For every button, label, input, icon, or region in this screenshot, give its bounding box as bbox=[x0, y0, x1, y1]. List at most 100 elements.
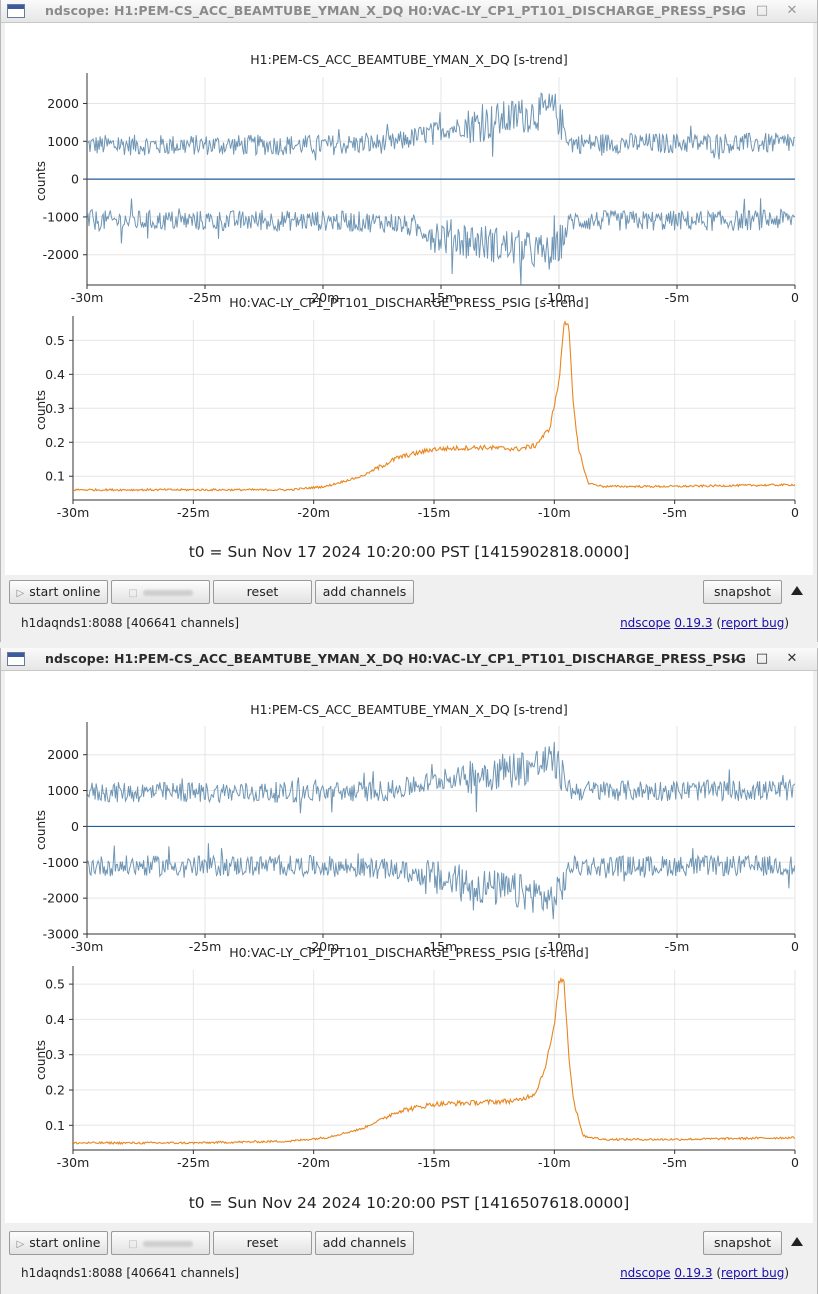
play-icon: ▷ bbox=[16, 588, 25, 599]
y-tick-label: 0.2 bbox=[45, 1083, 65, 1098]
add-channels-button[interactable]: add channels bbox=[315, 580, 414, 604]
add-channels-button[interactable]: add channels bbox=[315, 1231, 414, 1255]
snapshot-button[interactable]: snapshot bbox=[703, 1231, 782, 1255]
y-tick-label: 0.3 bbox=[45, 1047, 65, 1062]
ndscope-window-1: ndscope: H1:PEM-CS_ACC_BEAMTUBE_YMAN_X_D… bbox=[0, 0, 818, 642]
square-icon[interactable]: □ bbox=[755, 651, 769, 666]
stop-icon: □ bbox=[128, 588, 138, 599]
close-icon[interactable]: ✕ bbox=[786, 651, 798, 666]
y-axis-label: counts bbox=[34, 390, 48, 430]
x-tick-label: -30m bbox=[57, 505, 90, 520]
y-tick-label: 0.1 bbox=[45, 469, 65, 484]
version-link[interactable]: 0.19.3 bbox=[674, 616, 713, 630]
t0-label: t0 = Sun Nov 24 2024 10:20:00 PST [14165… bbox=[188, 1194, 630, 1212]
y-tick-label: 0.5 bbox=[45, 333, 65, 348]
status-bar: h1daqnds1:8088 [406641 channels] ndscope… bbox=[1, 1262, 817, 1286]
disabled-button: □ bbox=[111, 1231, 210, 1255]
min-trend-series bbox=[87, 198, 795, 285]
status-bar: h1daqnds1:8088 [406641 channels] ndscope… bbox=[1, 612, 817, 636]
y-tick-label: -2000 bbox=[43, 247, 79, 262]
x-tick-label: 0 bbox=[791, 505, 799, 520]
x-tick-label: -30m bbox=[57, 1155, 90, 1170]
y-axis-label: counts bbox=[34, 161, 48, 201]
version-info: ndscope 0.19.3 (report bug) bbox=[620, 616, 789, 630]
title-bar[interactable]: ndscope: H1:PEM-CS_ACC_BEAMTUBE_YMAN_X_D… bbox=[1, 0, 817, 23]
close-icon[interactable]: ✕ bbox=[786, 3, 798, 18]
server-info: h1daqnds1:8088 [406641 channels] bbox=[21, 1266, 240, 1280]
y-tick-label: 0 bbox=[71, 172, 79, 187]
chevron-down-icon[interactable]: ⌄ bbox=[728, 651, 740, 666]
x-tick-label: -25m bbox=[177, 1155, 210, 1170]
stop-icon: □ bbox=[128, 1239, 138, 1250]
trace-group bbox=[87, 741, 795, 920]
triangle-up-icon[interactable] bbox=[791, 586, 803, 595]
plot-title: H1:PEM-CS_ACC_BEAMTUBE_YMAN_X_DQ [s-tren… bbox=[250, 52, 568, 67]
x-tick-label: -5m bbox=[662, 505, 687, 520]
server-info: h1daqnds1:8088 [406641 channels] bbox=[21, 616, 240, 630]
y-tick-label: -1000 bbox=[43, 855, 79, 870]
version-link[interactable]: 0.19.3 bbox=[674, 1266, 713, 1280]
t0-label: t0 = Sun Nov 17 2024 10:20:00 PST [14159… bbox=[188, 543, 630, 561]
y-tick-label: 0.4 bbox=[45, 1012, 65, 1027]
x-tick-label: -25m bbox=[177, 505, 210, 520]
x-tick-label: -15m bbox=[425, 290, 458, 305]
start-online-button[interactable]: ▷ start online bbox=[9, 1231, 108, 1255]
x-tick-label: -5m bbox=[665, 939, 690, 954]
report-bug-link[interactable]: report bug bbox=[721, 616, 785, 630]
plot-area: H1:PEM-CS_ACC_BEAMTUBE_YMAN_X_DQ [s-tren… bbox=[5, 23, 813, 575]
trace-group bbox=[73, 320, 795, 492]
disabled-button: □ bbox=[111, 580, 210, 604]
y-tick-label: 0.3 bbox=[45, 401, 65, 416]
reset-button[interactable]: reset bbox=[213, 1231, 312, 1255]
y-tick-label: 0.2 bbox=[45, 435, 65, 450]
y-axis-label: counts bbox=[34, 810, 48, 850]
x-tick-label: -30m bbox=[71, 290, 104, 305]
report-bug-link[interactable]: report bug bbox=[721, 1266, 785, 1280]
ndscope-link[interactable]: ndscope bbox=[620, 1266, 671, 1280]
start-online-label: start online bbox=[29, 584, 101, 599]
x-tick-label: -10m bbox=[543, 939, 576, 954]
toolbar: ▷ start online □ reset add channels snaps… bbox=[1, 1231, 817, 1259]
y-tick-label: 0 bbox=[71, 819, 79, 834]
window-title: ndscope: H1:PEM-CS_ACC_BEAMTUBE_YMAN_X_D… bbox=[45, 651, 747, 666]
y-tick-label: -1000 bbox=[43, 209, 79, 224]
ndscope-window-2: ndscope: H1:PEM-CS_ACC_BEAMTUBE_YMAN_X_D… bbox=[0, 648, 818, 1294]
x-tick-label: -20m bbox=[307, 939, 340, 954]
y-tick-label: -3000 bbox=[43, 927, 79, 942]
plot-title: H0:VAC-LY_CP1_PT101_DISCHARGE_PRESS_PSIG… bbox=[229, 295, 589, 310]
x-tick-label: -5m bbox=[662, 1155, 687, 1170]
accel-plot[interactable]: -30m -25m -20m -15m -10m -5m 0 2000 1000 0 -1000 -2… bbox=[5, 714, 815, 974]
x-tick-label: -10m bbox=[538, 1155, 571, 1170]
start-online-button[interactable]: ▷ start online bbox=[9, 580, 108, 604]
x-tick-label: -25m bbox=[189, 939, 222, 954]
pressure-series bbox=[73, 976, 795, 1146]
reset-button[interactable]: reset bbox=[213, 580, 312, 604]
trace-group bbox=[73, 976, 795, 1146]
pressure-plot[interactable]: -30m -25m -20m -15m -10m -5m 0 0.5 0.4 0.3 0.2 0.1 c… bbox=[5, 310, 815, 525]
x-tick-label: -20m bbox=[297, 505, 330, 520]
y-tick-label: 1000 bbox=[47, 134, 79, 149]
x-tick-label: -5m bbox=[665, 290, 690, 305]
start-online-label: start online bbox=[29, 1235, 101, 1250]
y-tick-label: 1000 bbox=[47, 783, 79, 798]
pressure-plot[interactable]: -30m -25m -20m -15m -10m -5m 0 0.5 0.4 0.3 0.2 0.1 c… bbox=[5, 960, 815, 1175]
trace-group bbox=[87, 92, 795, 285]
chevron-down-icon[interactable]: ⌄ bbox=[728, 3, 740, 18]
x-tick-label: 0 bbox=[791, 1155, 799, 1170]
square-icon[interactable]: □ bbox=[755, 3, 769, 18]
x-tick-label: -15m bbox=[425, 939, 458, 954]
x-tick-label: -10m bbox=[543, 290, 576, 305]
play-icon: ▷ bbox=[16, 1239, 25, 1250]
pressure-series bbox=[73, 320, 795, 492]
triangle-up-icon[interactable] bbox=[791, 1237, 803, 1246]
y-axis-label: counts bbox=[34, 1040, 48, 1080]
x-tick-label: -15m bbox=[418, 505, 451, 520]
accel-plot[interactable]: -30m -25m -20m -15m -10m -5m 0 2000 1000 0 -1000 -2… bbox=[5, 65, 815, 327]
x-tick-label: -15m bbox=[418, 1155, 451, 1170]
x-tick-label: -10m bbox=[538, 505, 571, 520]
title-bar[interactable]: ndscope: H1:PEM-CS_ACC_BEAMTUBE_YMAN_X_D… bbox=[1, 648, 817, 671]
y-tick-label: 2000 bbox=[47, 747, 79, 762]
x-tick-label: 0 bbox=[791, 939, 799, 954]
ndscope-link[interactable]: ndscope bbox=[620, 616, 671, 630]
snapshot-button[interactable]: snapshot bbox=[703, 580, 782, 604]
